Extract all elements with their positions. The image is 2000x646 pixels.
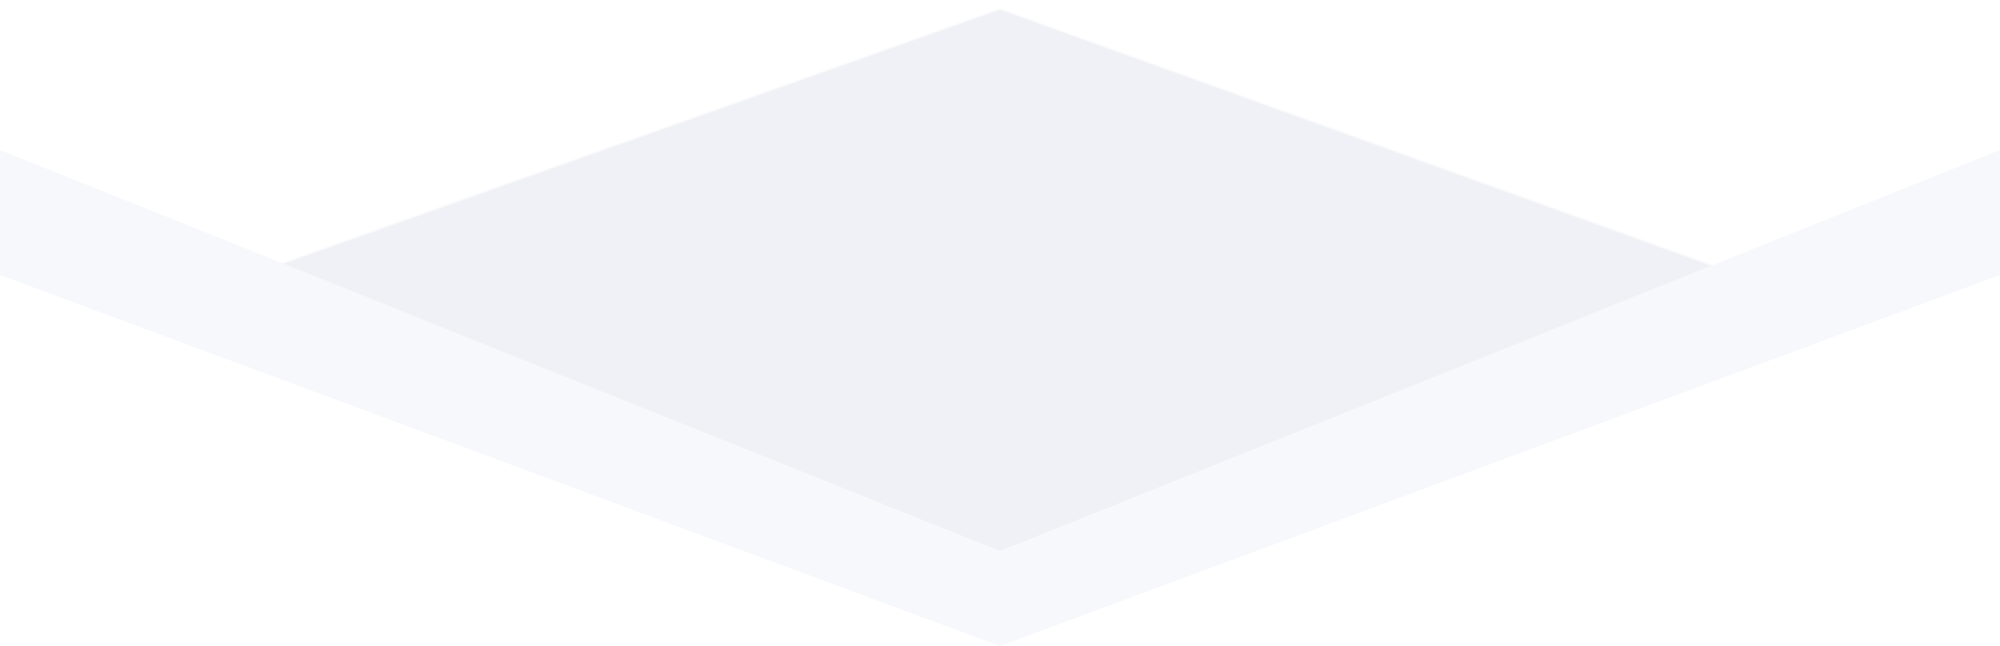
chevron-band <box>0 150 2000 646</box>
